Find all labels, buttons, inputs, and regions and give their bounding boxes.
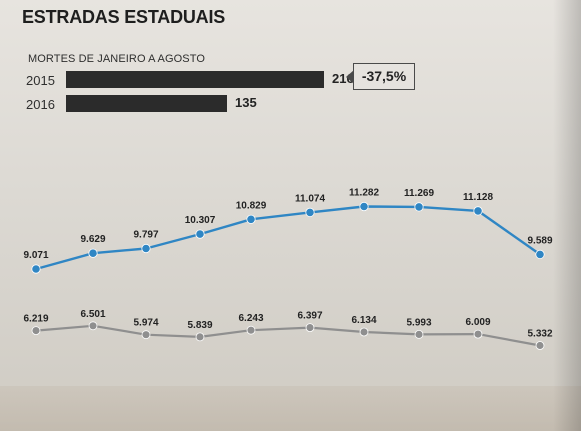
series-1-point-1 [88,321,98,331]
series-1-point-6 [359,327,369,337]
series-1-data-label-3: 5.839 [187,320,212,331]
series-0-data-label-2: 9.797 [133,230,158,241]
series-0-data-label-3: 10.307 [185,215,216,226]
bar-2015 [66,71,324,88]
series-1-data-label-7: 5.993 [406,317,431,328]
series-0-point-9 [535,249,545,259]
series-0-data-label-4: 10.829 [236,200,267,211]
page-title: ESTRADAS ESTADUAIS [22,7,226,27]
series-1-point-0 [31,326,41,336]
series-0-data-label-8: 11.128 [463,192,493,203]
series-1-point-3 [195,332,205,342]
series-1-point-4 [246,325,256,335]
series-1-data-label-2: 5.974 [133,318,158,329]
series-0-data-label-0: 9.071 [23,250,48,261]
change-callout: -37,5% [346,63,415,90]
series-0-point-3 [195,229,205,239]
series-1-point-5 [305,323,315,333]
series-1-data-label-9: 5.332 [527,329,552,340]
series-0-point-0 [31,264,41,274]
series-0-line [34,205,542,271]
bar-value-2016: 135 [235,95,257,110]
series-0-point-7 [414,202,424,212]
series-0-data-label-6: 11.282 [349,188,379,199]
series-1-data-label-6: 6.134 [351,315,376,326]
series-1-point-9 [535,341,545,350]
series-1-data-label-4: 6.243 [238,313,263,324]
series-0-point-1 [88,248,98,258]
series-0-data-label-9: 9.589 [527,235,552,246]
series-0-point-5 [305,207,315,217]
series-1-data-label-0: 6.219 [23,314,48,325]
bar-year-label-2015: 2015 [26,73,55,88]
series-0-point-8 [473,206,483,216]
bar-year-label-2016: 2016 [26,97,55,112]
series-1-line [34,324,542,347]
series-1-point-2 [141,330,151,340]
series-0-data-label-1: 9.629 [80,234,105,245]
series-0-point-4 [246,214,256,224]
series-1-point-8 [473,329,483,339]
bottom-background-strip [0,386,581,431]
change-callout-text: -37,5% [361,68,407,84]
page-edge-shadow [553,0,581,431]
series-0-data-label-7: 11.269 [404,188,434,199]
series-1-data-label-5: 6.397 [297,311,322,322]
series-1-point-7 [414,329,424,339]
bar-2016 [66,95,227,112]
bar-subtitle: MORTES DE JANEIRO A AGOSTO [28,53,206,65]
series-1-data-label-1: 6.501 [80,309,105,320]
series-0-data-label-5: 11.074 [295,193,325,204]
series-0-point-6 [359,201,369,212]
series-0-point-2 [141,243,151,254]
series-1-data-label-8: 6.009 [465,317,490,328]
